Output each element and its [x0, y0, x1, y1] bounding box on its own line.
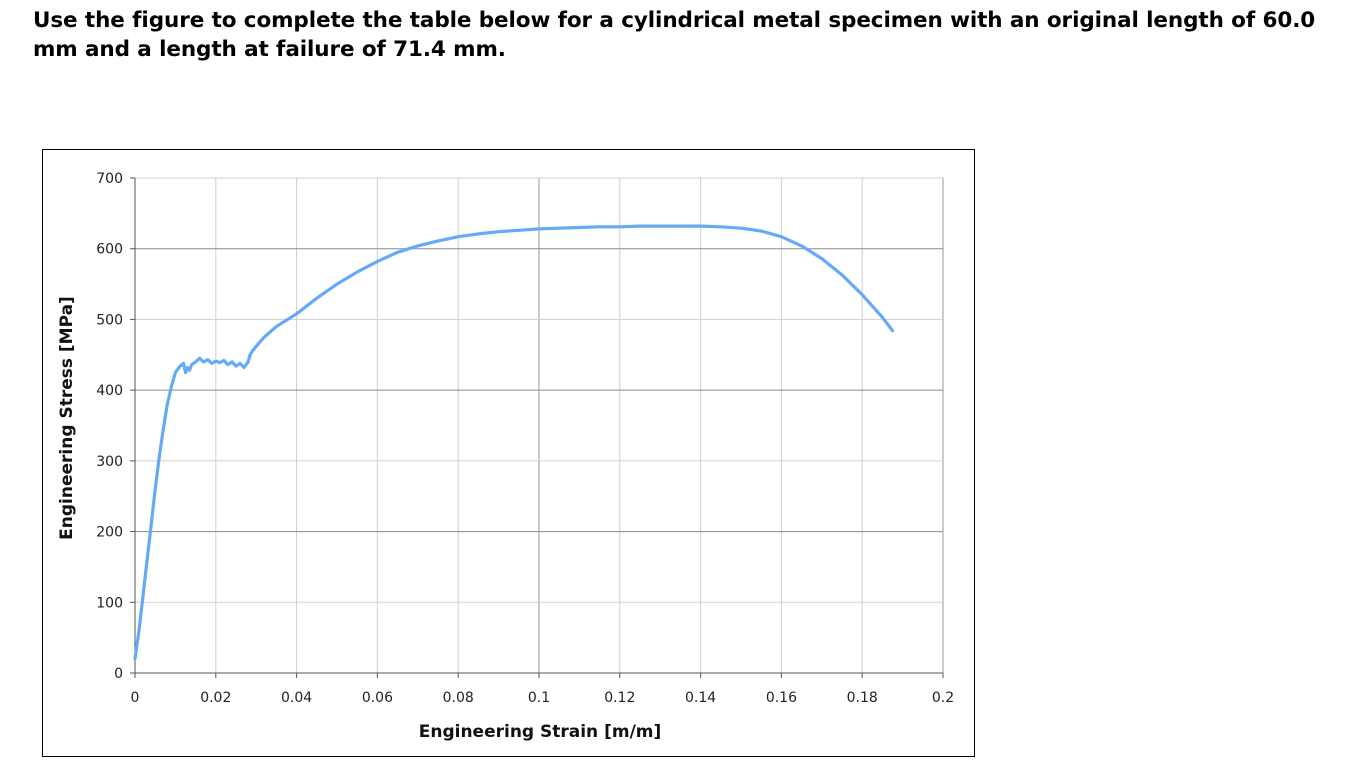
y-tick-label: 0	[114, 666, 123, 682]
y-tick-label: 300	[96, 454, 123, 470]
series	[133, 224, 895, 661]
x-tick-label: 0.04	[281, 690, 312, 706]
x-tick-label: 0.1	[528, 690, 550, 706]
stress-strain-chart: 0 0.02 0.04 0.06 0.08 0.1 0.12 0.14 0.16 0.18 0.2 0…	[57, 171, 954, 742]
x-tick-label: 0.06	[362, 690, 393, 706]
grid	[135, 177, 944, 673]
x-tick-label: 0.18	[847, 690, 878, 706]
x-tick-label: 0.14	[685, 690, 716, 706]
x-axis-title: Engineering Strain [m/m]	[419, 722, 662, 742]
x-tick-label: 0.16	[766, 690, 797, 706]
axes	[130, 177, 944, 678]
y-tick-label: 400	[96, 383, 123, 399]
x-tick-label: 0.12	[604, 690, 635, 706]
x-tick-label: 0.08	[443, 690, 474, 706]
tick-labels: 0 0.02 0.04 0.06 0.08 0.1 0.12 0.14 0.16 0.18 0.2 0…	[96, 171, 954, 706]
y-axis-title: Engineering Stress [MPa]	[57, 296, 77, 540]
y-tick-label: 600	[96, 242, 123, 258]
x-tick-label: 0.02	[200, 690, 231, 706]
y-tick-label: 700	[96, 171, 123, 187]
x-tick-label: 0.2	[932, 690, 954, 706]
x-tick-label: 0	[131, 690, 140, 706]
y-tick-label: 200	[96, 525, 123, 541]
stress-strain-curve	[133, 224, 895, 661]
y-tick-label: 100	[96, 595, 123, 611]
chart-figure: 0 0.02 0.04 0.06 0.08 0.1 0.12 0.14 0.16 0.18 0.2 0…	[42, 149, 975, 757]
y-tick-label: 500	[96, 312, 123, 328]
problem-statement: Use the figure to complete the table bel…	[33, 8, 1316, 62]
